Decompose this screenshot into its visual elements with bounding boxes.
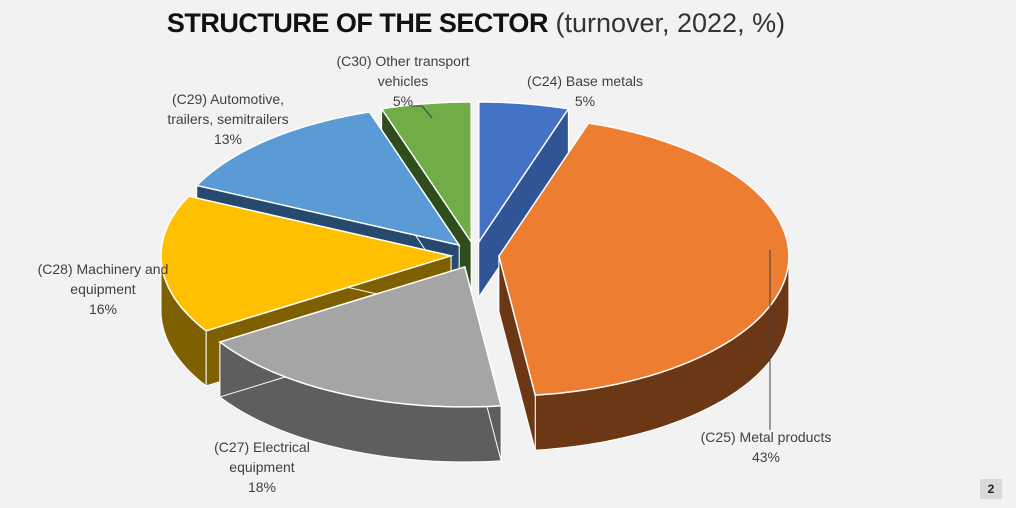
pie-slice-0 [478,101,570,245]
leader-line-other-transport [412,105,433,119]
chart-title: STRUCTURE OF THE SECTOR (turnover, 2022,… [0,8,952,39]
slice-label-4: (C29) Automotive, trailers, semitrailers 1… [167,91,288,147]
pie-slice-1 [498,122,790,396]
chart-title-sub: (turnover, 2022, %) [555,8,786,38]
slice-label-0: (C24) Base metals 5% [527,73,643,109]
pie-slice-5 [380,101,472,245]
pie-slice-4 [195,111,461,247]
pie-slice-2 [218,265,503,408]
slice-label-5: (C30) Other transport vehicles 5% [336,53,469,109]
slice-label-2: (C27) Electrical equipment 18% [214,439,310,495]
pie-slice-3 [160,195,454,332]
chart-title-main: STRUCTURE OF THE SECTOR [166,8,549,38]
page-number: 2 [980,479,1002,499]
slice-label-3: (C28) Machinery and equipment 16% [38,261,169,317]
pie-labels: (C24) Base metals 5% (C25) Metal products 4… [38,53,832,495]
pie-tops [160,101,790,408]
slice-label-1: (C25) Metal products 43% [701,429,832,465]
